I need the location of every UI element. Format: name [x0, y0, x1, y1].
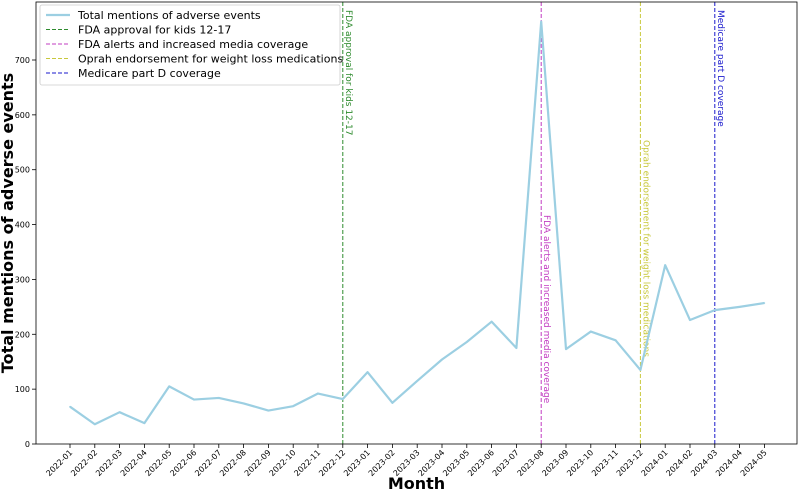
plot-frame	[35, 1, 798, 445]
legend-box	[39, 4, 341, 86]
data-point	[317, 392, 319, 395]
data-point	[590, 330, 592, 333]
event-line-label: FDA alerts and increased media coverage	[541, 215, 551, 404]
data-point	[342, 398, 344, 400]
data-point	[118, 411, 121, 413]
data-point	[441, 358, 443, 361]
y-tick-label: 700	[15, 56, 30, 65]
data-point	[490, 320, 493, 323]
data-point	[242, 402, 245, 405]
data-point	[143, 422, 146, 424]
legend-label: FDA approval for kids 12-17	[78, 24, 231, 37]
legend-label: Medicare part D coverage	[78, 67, 221, 80]
data-point	[168, 385, 170, 388]
event-line-label: Oprah endorsement for weight loss medica…	[640, 140, 650, 357]
y-tick-label: 0	[25, 440, 30, 449]
y-tick-label: 600	[15, 111, 30, 120]
data-point	[292, 405, 295, 407]
data-point	[664, 264, 666, 266]
x-tick-label: 2024-05	[739, 448, 769, 478]
data-point	[218, 397, 220, 399]
data-point	[69, 405, 71, 408]
data-point	[391, 402, 394, 404]
data-point	[267, 409, 270, 412]
y-axis-title: Total mentions of adverse events	[0, 73, 17, 373]
legend-label: Total mentions of adverse events	[77, 9, 261, 22]
data-point	[416, 380, 419, 382]
data-point	[466, 341, 468, 343]
data-point	[515, 347, 518, 349]
data-point	[714, 309, 716, 311]
data-point	[763, 302, 766, 304]
data-point	[689, 319, 691, 321]
data-point	[193, 398, 195, 401]
legend: Total mentions of adverse events FDA appr…	[39, 4, 343, 86]
legend-label: Oprah endorsement for weight loss medica…	[78, 53, 343, 66]
data-point	[565, 348, 567, 350]
data-point	[94, 423, 96, 426]
legend-label: FDA alerts and increased media coverage	[78, 38, 308, 51]
y-tick-label: 100	[15, 385, 30, 394]
event-line-label: FDA approval for kids 12-17	[343, 10, 353, 135]
y-tick-label: 200	[15, 330, 30, 339]
y-tick-label: 400	[15, 221, 30, 230]
y-tick-label: 300	[15, 275, 30, 284]
x-axis-title: Month	[388, 474, 445, 490]
data-point	[738, 306, 741, 308]
data-point	[639, 369, 642, 371]
data-point	[614, 339, 617, 342]
data-point	[366, 371, 369, 373]
y-tick-label: 500	[15, 166, 30, 175]
event-line-label: Medicare part D coverage	[715, 10, 725, 127]
data-point	[540, 20, 542, 23]
